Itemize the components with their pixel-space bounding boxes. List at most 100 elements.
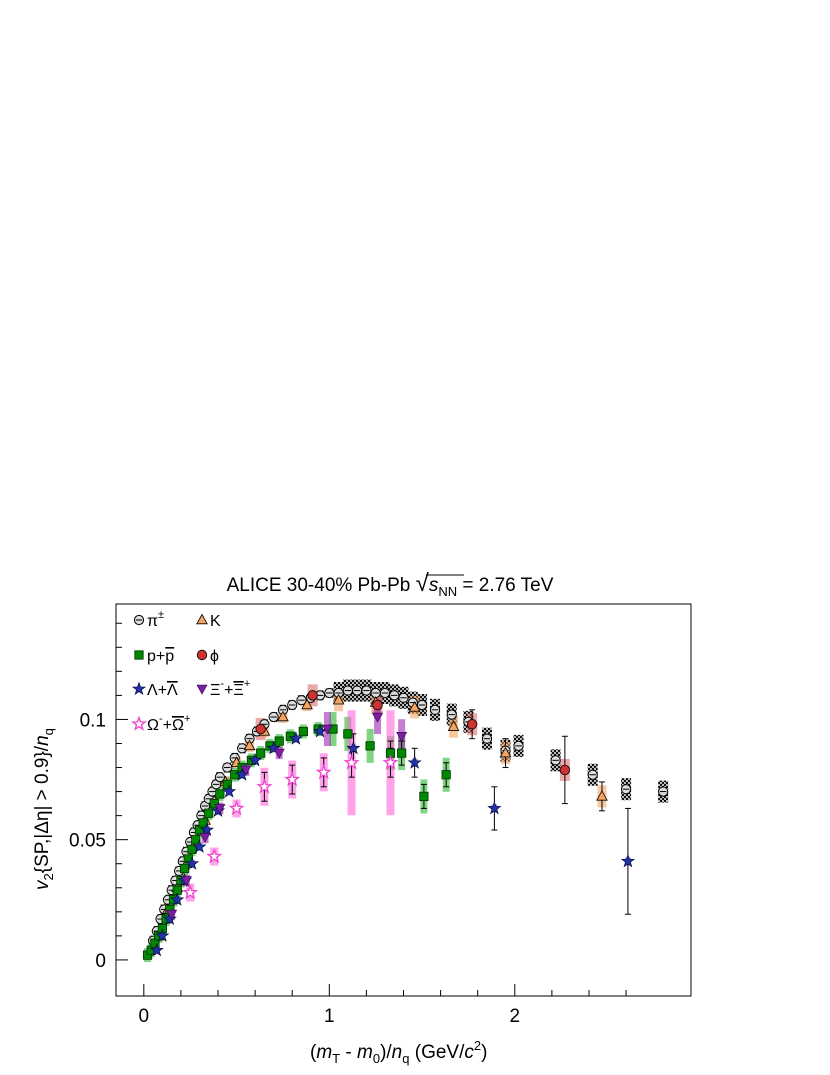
xlabel-c-sup: 2	[474, 1038, 481, 1053]
series-0-point	[324, 687, 335, 699]
series-2-point	[419, 791, 429, 801]
series-4-point-shape	[170, 892, 185, 906]
series-4-point-shape	[192, 839, 207, 853]
series-4-point	[149, 942, 164, 957]
legend-label-bar: Ω	[172, 717, 184, 734]
series-2-point	[397, 748, 407, 758]
title-suffix: = 2.76 TeV	[457, 575, 554, 596]
series-5-point	[273, 748, 285, 759]
legend-marker-2-shape	[134, 650, 144, 660]
title-sqrt: √	[416, 570, 430, 597]
x-tick-label: 2	[510, 1006, 521, 1027]
series-0-point	[268, 711, 279, 723]
series-6-point-shape	[182, 884, 199, 900]
series-6-point	[182, 884, 199, 900]
ylabel-body: {SP,|Δη| > 0.9}/	[32, 745, 53, 873]
series-2-point-shape	[298, 726, 308, 737]
legend-marker-3-shape	[196, 649, 208, 661]
series-2-point-shape	[343, 729, 353, 739]
series-3-point-shape	[307, 690, 318, 701]
series-4-point-shape	[199, 822, 214, 837]
series-0-point	[416, 699, 428, 711]
legend-item-5: Ξ-+Ξ+	[196, 678, 250, 699]
series-0-point	[379, 687, 391, 699]
x-tick-label: 1	[324, 1006, 335, 1027]
series-5-point-shape	[214, 804, 226, 815]
series-2-point	[274, 736, 284, 746]
series-3-point	[372, 699, 383, 711]
series-4-point-shape	[407, 755, 422, 769]
series-3-point	[307, 690, 318, 701]
systematic-boxes	[144, 679, 669, 963]
legend-label-main: p+	[147, 648, 165, 665]
title-s: s	[429, 575, 439, 596]
series-0-point	[296, 695, 307, 706]
legend-label-mid: +	[163, 717, 172, 734]
legend-label-2: p+p	[147, 648, 174, 665]
series-0-point	[398, 692, 409, 703]
series-2-point-shape	[198, 818, 208, 828]
series-2-point	[298, 726, 308, 737]
legend-label-main: ϕ	[210, 648, 219, 665]
xlabel-close: )/	[380, 1042, 392, 1063]
series-4-point	[170, 892, 185, 906]
series-5-point	[240, 765, 252, 776]
series-1-point-shape	[277, 710, 289, 722]
series-2-point	[343, 729, 353, 739]
series-0-point	[361, 685, 372, 696]
series-1-point	[596, 790, 608, 801]
series-3-point-shape	[255, 723, 266, 735]
series-5-point	[396, 731, 408, 742]
legend-item-1: K	[196, 613, 221, 630]
series-5-point	[214, 804, 226, 815]
series-5-point-shape	[240, 765, 252, 776]
legend-marker-6-shape	[130, 715, 148, 731]
series-2-point	[180, 863, 190, 874]
ylabel-n-sub: q	[41, 728, 56, 735]
series-5-point	[372, 712, 384, 723]
series-1-point	[243, 739, 256, 751]
y-axis-title: v2{SP,|Δη| > 0.9}/nq	[32, 728, 56, 890]
series-4-point	[288, 731, 303, 745]
legend-marker-0	[133, 614, 145, 626]
series-4-point-shape	[620, 853, 635, 868]
series-6-point	[343, 754, 360, 770]
series-0-point	[333, 687, 344, 699]
series-4-point	[199, 822, 214, 837]
series-5-point	[199, 832, 211, 843]
series-5-point	[180, 876, 192, 887]
series-6-point-shape	[256, 778, 273, 794]
xlabel-m2: m	[357, 1042, 373, 1063]
axis-ticks: 0 1 2 0 0.05 0.1	[69, 622, 627, 1027]
series-4-point	[620, 853, 635, 868]
legend-item-0: π±	[133, 609, 164, 630]
series-2-point	[209, 799, 219, 809]
series-1-point-shape	[301, 698, 313, 710]
series-2-point-shape	[274, 736, 284, 746]
series-4-point	[222, 784, 237, 798]
xlabel-open: (	[310, 1042, 317, 1063]
series-0-point	[237, 743, 248, 754]
series-0-point	[513, 740, 524, 751]
series-4-point-shape	[346, 740, 361, 755]
series-1-point-shape	[447, 720, 460, 731]
series-4-point-shape	[155, 928, 170, 942]
legend-label-mid: +	[224, 682, 233, 699]
series-5-point-shape	[396, 731, 408, 742]
ylabel-n: n	[32, 735, 53, 746]
series-6-point-shape	[343, 754, 360, 770]
series-4-point	[248, 752, 263, 767]
series-1-point-shape	[332, 693, 345, 705]
series-2-point-shape	[215, 789, 225, 799]
series-1-point	[332, 693, 345, 705]
xlabel-unit-close: )	[481, 1042, 487, 1063]
xlabel-unit-open: (GeV/	[409, 1042, 465, 1063]
series-1-point-shape	[408, 701, 421, 712]
series-1-point	[499, 746, 512, 758]
legend-label-3: ϕ	[210, 648, 219, 665]
series-6-point	[256, 778, 273, 794]
legend-marker-1-shape	[196, 613, 208, 625]
title-s-sub: NN	[438, 584, 457, 599]
y-tick-label: 0.1	[80, 710, 106, 731]
